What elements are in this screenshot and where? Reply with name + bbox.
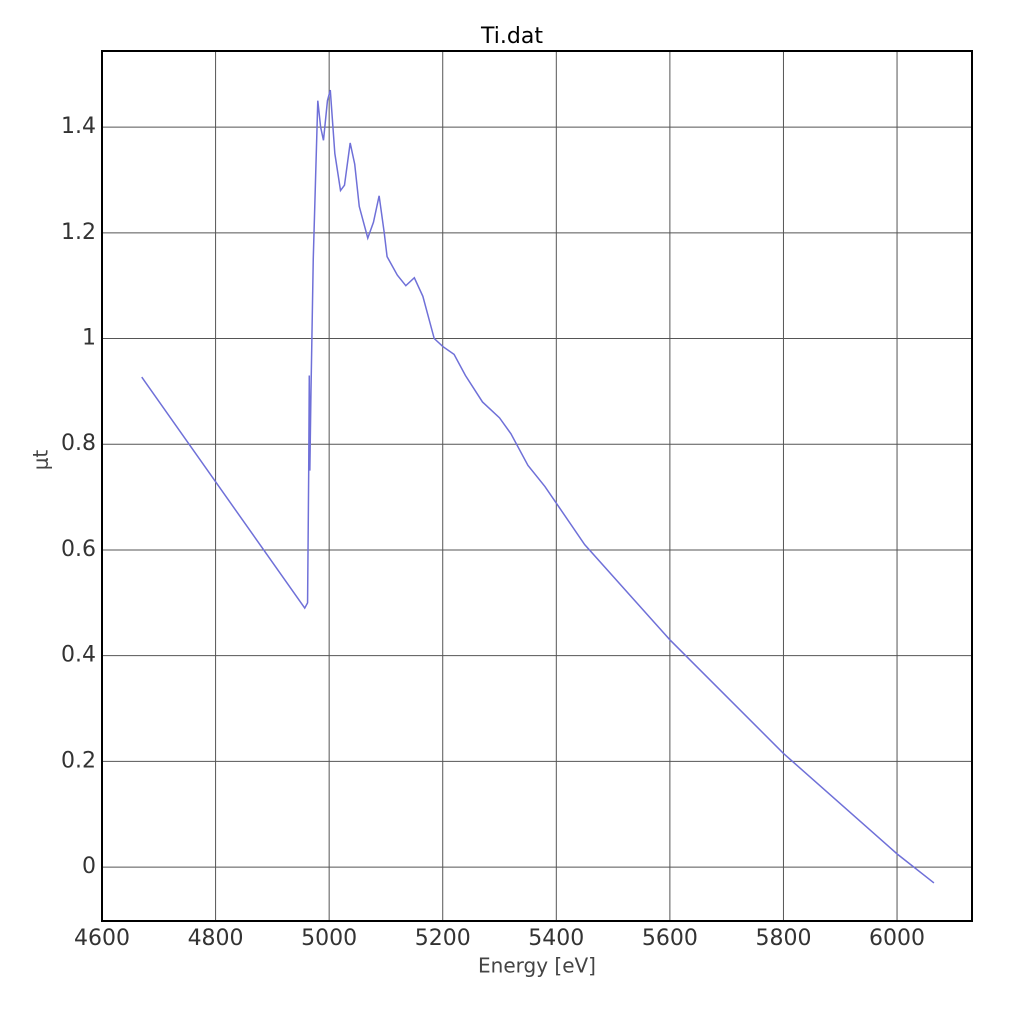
plot-frame [101, 50, 973, 922]
y-tick-label: 0 [82, 854, 96, 879]
x-tick-label: 5400 [528, 926, 584, 951]
y-tick-label: 1.2 [61, 220, 96, 245]
y-tick-label: 0.6 [61, 537, 96, 562]
y-tick-label: 0.8 [61, 431, 96, 456]
x-tick-label: 5000 [301, 926, 357, 951]
x-tick-label: 5800 [755, 926, 811, 951]
y-tick-label: 1 [82, 326, 96, 351]
y-tick-label: 0.4 [61, 643, 96, 668]
x-tick-label: 5600 [642, 926, 698, 951]
x-tick-label: 4800 [188, 926, 244, 951]
x-tick-label: 5200 [415, 926, 471, 951]
x-tick-label: 4600 [74, 926, 130, 951]
y-tick-label: 1.4 [61, 114, 96, 139]
chart-title: Ti.dat [480, 24, 543, 49]
x-tick-label: 6000 [869, 926, 925, 951]
y-tick-label: 0.2 [61, 748, 96, 773]
y-axis-label: μt [29, 450, 53, 471]
x-axis-label: Energy [eV] [478, 954, 596, 978]
data-line [141, 89, 935, 884]
